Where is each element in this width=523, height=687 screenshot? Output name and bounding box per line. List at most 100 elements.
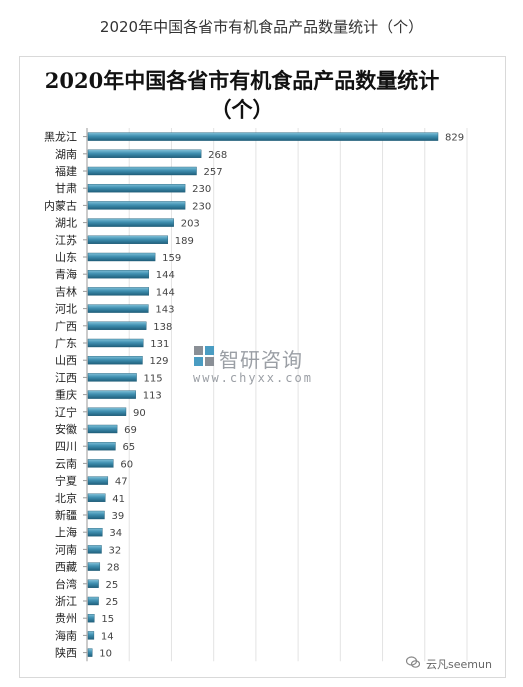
data-label: 159	[162, 253, 181, 264]
data-label: 34	[109, 528, 122, 539]
category-label: 重庆	[55, 388, 77, 402]
category-label: 福建	[55, 164, 77, 178]
category-label: 贵州	[55, 612, 77, 625]
bar	[87, 252, 156, 262]
category-label: 宁夏	[55, 474, 77, 488]
data-label: 268	[208, 150, 227, 161]
bar	[87, 459, 114, 468]
category-label: 陕西	[55, 646, 77, 660]
category-label: 广东	[55, 337, 77, 350]
category-label: 黑龙江	[44, 131, 77, 144]
watermark-url: www.chyxx.com	[193, 371, 313, 385]
wechat-icon	[406, 656, 420, 668]
data-label: 129	[149, 356, 168, 367]
bar	[87, 424, 118, 434]
category-label: 广西	[55, 320, 77, 333]
data-label: 131	[150, 339, 169, 350]
bar	[87, 132, 439, 141]
data-label: 90	[133, 408, 146, 419]
bar	[87, 287, 149, 296]
data-label: 69	[124, 425, 137, 436]
data-label: 113	[143, 391, 162, 402]
bar	[87, 321, 147, 330]
category-label: 甘肃	[55, 182, 77, 195]
bar	[87, 356, 143, 365]
bar	[87, 596, 99, 606]
category-label: 北京	[55, 491, 77, 505]
category-label: 上海	[55, 525, 77, 539]
data-label: 41	[112, 494, 125, 505]
category-label: 辽宁	[55, 405, 77, 419]
category-label: 湖南	[55, 148, 77, 161]
category-label: 湖北	[55, 217, 77, 230]
data-label: 39	[111, 511, 124, 522]
bar	[87, 631, 95, 640]
data-label: 138	[153, 322, 172, 333]
bar	[87, 528, 103, 537]
data-label: 115	[144, 373, 163, 384]
chart-title: 2020年中国各省市有机食品产品数量统计（个）	[44, 68, 440, 122]
category-label: 吉林	[55, 284, 77, 298]
category-label: 内蒙古	[44, 198, 77, 212]
bar	[87, 579, 99, 588]
bar	[87, 614, 95, 623]
category-label: 河北	[55, 303, 77, 316]
bar	[87, 442, 116, 451]
category-label: 青海	[55, 267, 77, 281]
data-label: 14	[101, 631, 114, 642]
data-label: 47	[115, 477, 128, 488]
data-label: 32	[109, 545, 122, 556]
chyxx-logo-icon	[194, 346, 214, 366]
data-label: 25	[106, 597, 119, 608]
data-label: 65	[122, 442, 135, 453]
bar	[87, 407, 127, 416]
data-label: 60	[120, 459, 133, 470]
bar	[87, 390, 136, 399]
data-label: 203	[181, 219, 200, 230]
bar	[87, 218, 174, 227]
bar	[87, 149, 202, 159]
bars	[87, 132, 439, 657]
labels: 黑龙江 829 湖南 268 福建 257 甘肃 230 内蒙古 230 湖北 203 江苏 189 山东 1…	[44, 131, 464, 660]
bar	[87, 201, 186, 210]
bar	[87, 304, 149, 313]
bar	[87, 270, 149, 279]
data-label: 144	[156, 270, 175, 281]
data-label: 15	[101, 614, 114, 625]
category-label: 四川	[55, 440, 77, 453]
bar	[87, 493, 106, 502]
data-label: 25	[106, 580, 119, 591]
category-label: 安徽	[55, 422, 77, 436]
data-label: 28	[107, 563, 120, 574]
data-label: 144	[156, 287, 175, 298]
data-label: 189	[175, 236, 194, 247]
bar	[87, 235, 169, 245]
category-label: 山东	[55, 251, 77, 264]
bar	[87, 373, 137, 382]
category-label: 浙江	[55, 595, 77, 608]
data-label: 230	[192, 201, 211, 212]
category-label: 台湾	[55, 577, 77, 591]
data-label: 143	[155, 305, 174, 316]
bar	[87, 476, 109, 485]
bar	[87, 648, 93, 657]
watermark-brand: 智研咨询	[219, 348, 303, 372]
bar	[87, 510, 105, 520]
category-label: 河南	[55, 543, 77, 556]
category-label: 海南	[55, 628, 77, 642]
category-label: 江苏	[55, 234, 77, 247]
bar	[87, 562, 101, 571]
bar	[87, 183, 186, 193]
data-label: 257	[204, 167, 223, 178]
category-label: 新疆	[55, 508, 77, 522]
category-label: 山西	[55, 354, 77, 367]
category-label: 西藏	[55, 561, 77, 574]
category-label: 江西	[55, 371, 77, 384]
bar	[87, 545, 102, 554]
data-label: 10	[99, 649, 112, 660]
wechat-account-label: 云凡seemun	[426, 658, 492, 671]
page-title: 2020年中国各省市有机食品产品数量统计（个）	[99, 18, 424, 36]
category-label: 云南	[55, 457, 77, 470]
data-label: 829	[445, 133, 464, 144]
